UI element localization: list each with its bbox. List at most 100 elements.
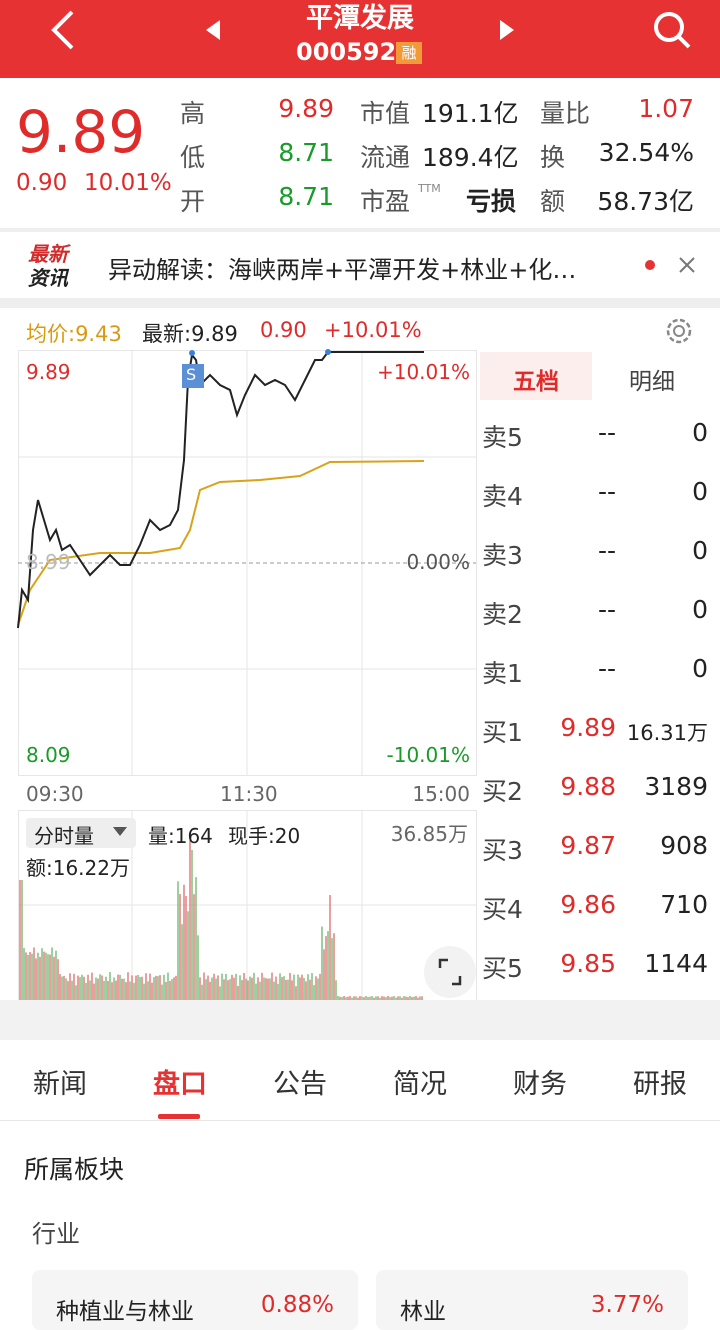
news-text[interactable]: 异动解读：海峡两岸+平潭开发+林业+化…	[108, 256, 577, 284]
axis-mid-price: 8.99	[26, 550, 71, 574]
book-price: 9.87	[560, 831, 616, 860]
book-side: 卖5	[482, 423, 523, 452]
book-side: 买3	[482, 836, 523, 865]
book-tab[interactable]: 五档	[513, 369, 559, 395]
book-price: 9.88	[560, 772, 616, 801]
book-volume: 16.31万	[626, 721, 708, 745]
tab[interactable]: 新闻	[33, 1069, 87, 1100]
stat-value: 9.89	[278, 94, 334, 123]
stat-label: 量比	[540, 99, 591, 128]
sector-pct: 0.88%	[260, 1292, 334, 1318]
stat-label: 开	[180, 187, 206, 216]
tab-active-bg	[480, 352, 592, 400]
book-side: 买4	[482, 895, 523, 924]
amount: 额:16.22万	[26, 856, 130, 880]
stat-value: 58.73亿	[597, 187, 694, 216]
stat-value: 191.1亿	[422, 99, 519, 128]
book-price: --	[597, 654, 616, 683]
tab[interactable]: 财务	[513, 1069, 567, 1100]
book-side: 买1	[482, 718, 523, 747]
latest-pct: +10.01%	[324, 318, 422, 342]
latest-price: 最新:9.89	[142, 322, 238, 346]
stat-label: 市值	[360, 99, 411, 128]
book-volume: 0	[692, 477, 708, 506]
volume-selector[interactable]	[26, 818, 136, 848]
close-news[interactable]	[678, 256, 696, 274]
separator	[0, 1120, 720, 1121]
back-button[interactable]	[44, 8, 84, 52]
separator	[0, 228, 720, 232]
next-stock[interactable]	[496, 18, 516, 42]
stat-value: 189.4亿	[422, 143, 519, 172]
change: 0.90	[16, 170, 68, 196]
time-label: 09:30	[26, 782, 84, 806]
stock-code: 000592	[296, 38, 397, 66]
book-volume: 3189	[644, 772, 708, 801]
stat-value: 8.71	[278, 182, 334, 211]
book-side: 买5	[482, 954, 523, 983]
tab[interactable]: 盘口	[153, 1069, 207, 1100]
axis-bottom-price: 8.09	[26, 743, 71, 767]
stat-label: 换	[540, 143, 566, 172]
axis-top-pct: +10.01%	[376, 360, 470, 384]
tab[interactable]: 简况	[393, 1069, 447, 1100]
book-price: --	[597, 536, 616, 565]
axis-mid-pct: 0.00%	[406, 550, 470, 574]
book-price: 9.89	[560, 713, 616, 742]
book-price: 9.85	[560, 949, 616, 978]
book-volume: 908	[660, 831, 708, 860]
news-dot	[645, 260, 655, 270]
stat-value: 1.07	[638, 94, 694, 123]
search-button[interactable]	[650, 8, 694, 52]
book-volume: 0	[692, 418, 708, 447]
book-price: --	[597, 477, 616, 506]
book-volume: 710	[660, 890, 708, 919]
stat-label: 高	[180, 99, 206, 128]
section-title: 所属板块	[24, 1155, 125, 1184]
volume-bars	[19, 840, 423, 1000]
current-hand: 现手:20	[228, 824, 301, 848]
axis-bottom-pct: -10.01%	[386, 743, 470, 767]
ttm-mark: TTM	[418, 182, 441, 195]
stat-label: 低	[180, 143, 206, 172]
volume: 量:164	[148, 824, 213, 848]
book-price: --	[597, 595, 616, 624]
volume-label: 分时量	[34, 824, 94, 848]
marker-bg	[182, 364, 204, 388]
axis-top-price: 9.89	[26, 360, 71, 384]
time-label: 11:30	[220, 782, 278, 806]
book-side: 卖1	[482, 659, 523, 688]
news-logo-bottom: 资讯	[28, 266, 68, 290]
book-tab[interactable]: 明细	[629, 369, 675, 395]
sector-name: 林业	[400, 1299, 446, 1325]
stat-label: 额	[540, 187, 566, 216]
book-volume: 0	[692, 654, 708, 683]
price: 9.89	[16, 98, 146, 166]
tab-underline	[158, 1114, 200, 1119]
settings[interactable]	[662, 314, 696, 348]
tab[interactable]: 公告	[273, 1069, 327, 1100]
sector-name: 种植业与林业	[56, 1299, 194, 1325]
stat-label: 流通	[360, 143, 411, 172]
book-price: 9.86	[560, 890, 616, 919]
book-side: 卖3	[482, 541, 523, 570]
stat-value: 32.54%	[598, 138, 694, 167]
marker: S	[186, 365, 197, 384]
prev-stock[interactable]	[204, 18, 224, 42]
book-side: 卖2	[482, 600, 523, 629]
separator	[0, 1000, 720, 1040]
book-volume: 0	[692, 536, 708, 565]
book-volume: 1144	[644, 949, 708, 978]
top-bar	[0, 0, 720, 78]
book-side: 卖4	[482, 482, 523, 511]
stat-value: 8.71	[278, 138, 334, 167]
tab[interactable]: 研报	[633, 1069, 687, 1100]
chart-area	[17, 349, 477, 1001]
stat-value: 亏损	[465, 187, 516, 216]
section-subtitle: 行业	[32, 1220, 80, 1248]
avg-price: 均价:9.43	[26, 322, 122, 346]
book-price: --	[597, 418, 616, 447]
margin-badge: 融	[396, 42, 422, 64]
separator	[0, 298, 720, 308]
